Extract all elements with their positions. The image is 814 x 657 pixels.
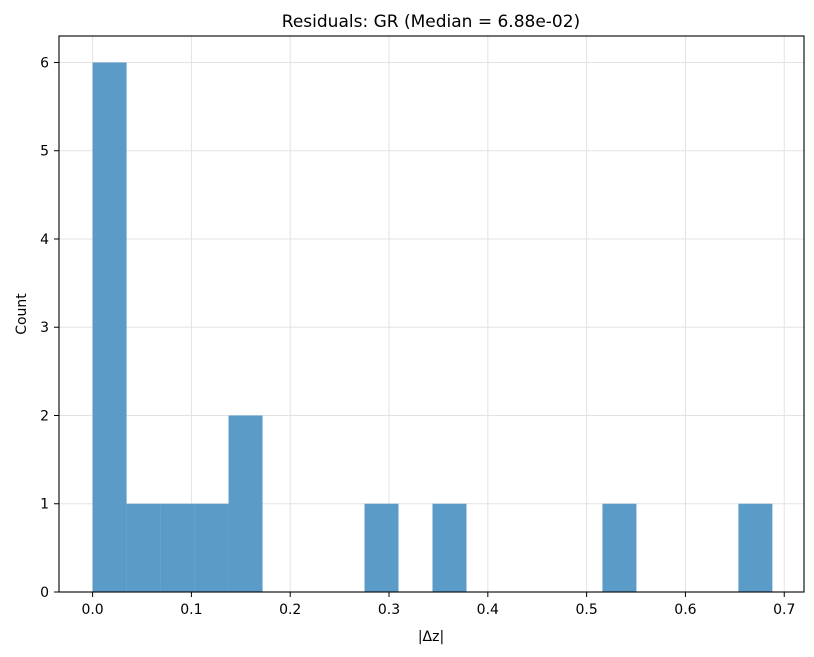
- x-tick-label: 0.7: [773, 602, 795, 618]
- histogram-bar: [194, 503, 229, 592]
- y-tick-label: 2: [40, 408, 49, 424]
- histogram-bar: [738, 503, 773, 592]
- x-tick-label: 0.6: [674, 602, 696, 618]
- x-tick-label: 0.5: [575, 602, 597, 618]
- histogram-bar: [228, 415, 263, 592]
- y-axis-ticks: 0 1 2 3 4 5 6: [40, 55, 59, 601]
- bars: [92, 62, 773, 592]
- plot-frame: [58, 35, 805, 593]
- chart-title: Residuals: GR (Median = 6.88e-02): [282, 12, 580, 32]
- x-tick-label: 0.1: [180, 602, 202, 618]
- x-axis-label: |Δz|: [418, 629, 444, 645]
- y-tick-label: 6: [40, 55, 49, 71]
- y-axis-label: Count: [14, 293, 30, 335]
- histogram-bar: [126, 503, 161, 592]
- x-tick-label: 0.3: [378, 602, 400, 618]
- x-tick-label: 0.0: [81, 602, 103, 618]
- histogram-bar: [160, 503, 195, 592]
- x-tick-label: 0.4: [477, 602, 499, 618]
- histogram-bar: [602, 503, 637, 592]
- histogram-bar: [432, 503, 467, 592]
- y-tick-label: 0: [40, 585, 49, 601]
- y-tick-label: 5: [40, 144, 49, 160]
- y-tick-label: 1: [40, 497, 49, 513]
- histogram-bar: [364, 503, 399, 592]
- y-tick-label: 4: [40, 232, 49, 248]
- histogram-bar: [92, 62, 127, 592]
- x-axis-ticks: 0.0 0.1 0.2 0.3 0.4 0.5 0.6 0.7: [81, 592, 795, 618]
- y-tick-label: 3: [40, 320, 49, 336]
- x-tick-label: 0.2: [279, 602, 301, 618]
